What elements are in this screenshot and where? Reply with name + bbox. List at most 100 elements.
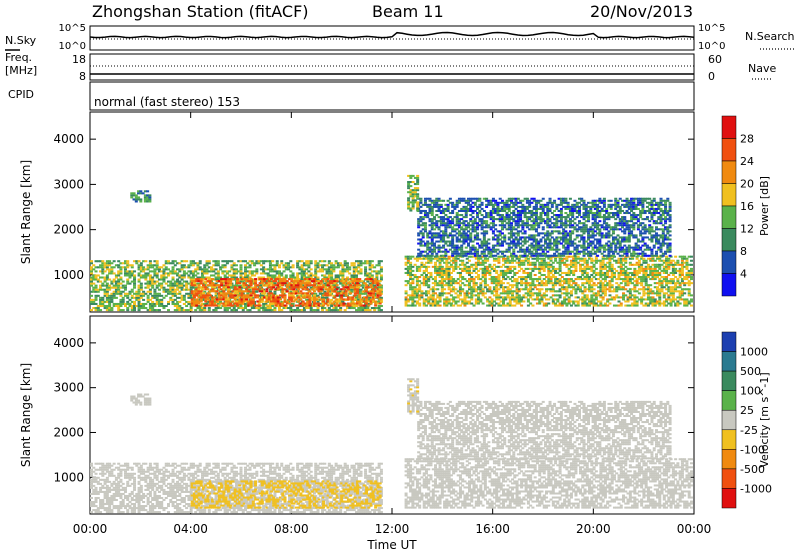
power-cell bbox=[690, 256, 693, 258]
velocity-scale-swatch bbox=[722, 449, 736, 469]
power-cell bbox=[261, 288, 264, 290]
power-cell bbox=[438, 198, 441, 200]
power-cell bbox=[287, 264, 290, 266]
power-cell bbox=[651, 296, 654, 298]
power-cell bbox=[153, 283, 156, 285]
power-cell bbox=[454, 268, 457, 270]
power-cell bbox=[479, 298, 482, 300]
power-cell bbox=[568, 298, 571, 300]
power-cell bbox=[405, 290, 408, 292]
power-cell bbox=[307, 264, 310, 266]
power-cell bbox=[273, 309, 276, 311]
power-scale-swatch bbox=[722, 184, 736, 207]
power-cell bbox=[250, 305, 253, 307]
power-cell bbox=[638, 260, 641, 262]
power-cell bbox=[433, 218, 436, 220]
power-cell bbox=[147, 268, 150, 270]
power-cell bbox=[286, 290, 289, 292]
power-cell bbox=[477, 294, 480, 296]
power-cell bbox=[439, 262, 442, 264]
power-cell bbox=[210, 266, 213, 268]
power-cell bbox=[311, 288, 314, 290]
power-cell bbox=[540, 300, 543, 302]
power-cell bbox=[276, 260, 279, 262]
power-cell bbox=[90, 262, 93, 264]
power-cell bbox=[244, 264, 247, 266]
power-cell bbox=[565, 290, 568, 292]
power-cell bbox=[364, 270, 367, 272]
power-cell bbox=[431, 212, 434, 214]
power-cell bbox=[356, 286, 359, 288]
power-cell bbox=[131, 291, 134, 293]
power-cell bbox=[115, 297, 118, 299]
power-cell bbox=[279, 298, 282, 300]
power-cell bbox=[235, 309, 238, 311]
power-cell bbox=[236, 278, 239, 280]
power-cell bbox=[572, 280, 575, 282]
power-cell bbox=[379, 294, 382, 296]
power-cell bbox=[414, 286, 417, 288]
power-cell bbox=[199, 266, 202, 268]
power-cell bbox=[372, 298, 375, 300]
power-cell bbox=[438, 208, 441, 210]
power-cell bbox=[439, 264, 442, 266]
power-cell bbox=[595, 296, 598, 298]
power-cell bbox=[207, 298, 210, 300]
power-cell bbox=[685, 305, 688, 307]
power-cell bbox=[577, 284, 580, 286]
power-cell bbox=[299, 284, 302, 286]
power-cell bbox=[550, 260, 553, 262]
power-cell bbox=[196, 272, 199, 274]
power-cell bbox=[327, 278, 330, 280]
power-cell bbox=[563, 300, 566, 302]
y-tick-label: 3000 bbox=[53, 381, 84, 395]
power-cell bbox=[378, 307, 381, 309]
power-cell bbox=[117, 307, 120, 309]
power-scale-swatch bbox=[722, 251, 736, 274]
power-cell bbox=[579, 288, 582, 290]
power-cell bbox=[376, 296, 379, 298]
velocity-scale-tick: 25 bbox=[740, 404, 754, 417]
power-cell bbox=[162, 270, 165, 272]
power-cell bbox=[140, 285, 143, 287]
power-cell bbox=[332, 264, 335, 266]
power-cell bbox=[491, 302, 494, 304]
velocity-scale-tick: -1000 bbox=[740, 482, 772, 495]
power-cell bbox=[470, 276, 473, 278]
power-cell bbox=[212, 270, 215, 272]
power-cell bbox=[140, 289, 143, 291]
power-cell bbox=[416, 278, 419, 280]
power-cell bbox=[374, 286, 377, 288]
power-cell bbox=[516, 284, 519, 286]
power-cell bbox=[277, 300, 280, 302]
power-cell bbox=[418, 286, 421, 288]
power-cell bbox=[432, 290, 435, 292]
power-cell bbox=[108, 260, 111, 262]
power-cell bbox=[140, 264, 143, 266]
power-cell bbox=[424, 228, 427, 230]
power-cell bbox=[419, 243, 422, 245]
nave-label: Nave bbox=[748, 62, 776, 75]
power-cell bbox=[454, 260, 457, 262]
power-cell bbox=[509, 300, 512, 302]
power-cell bbox=[438, 249, 441, 251]
power-cell bbox=[348, 266, 351, 268]
power-cell bbox=[255, 270, 258, 272]
power-cell bbox=[374, 278, 377, 280]
power-cell bbox=[516, 286, 519, 288]
power-cell bbox=[559, 266, 562, 268]
power-cell bbox=[497, 276, 500, 278]
power-cell bbox=[486, 258, 489, 260]
power-cell bbox=[178, 270, 181, 272]
power-cell bbox=[181, 307, 184, 309]
power-cell bbox=[554, 260, 557, 262]
power-cell bbox=[208, 260, 211, 262]
power-cell bbox=[633, 276, 636, 278]
power-cell bbox=[234, 294, 237, 296]
power-cell bbox=[356, 282, 359, 284]
power-cell bbox=[663, 294, 666, 296]
power-cell bbox=[405, 284, 408, 286]
power-cell bbox=[538, 302, 541, 304]
power-cell bbox=[167, 301, 170, 303]
power-cell bbox=[160, 283, 163, 285]
